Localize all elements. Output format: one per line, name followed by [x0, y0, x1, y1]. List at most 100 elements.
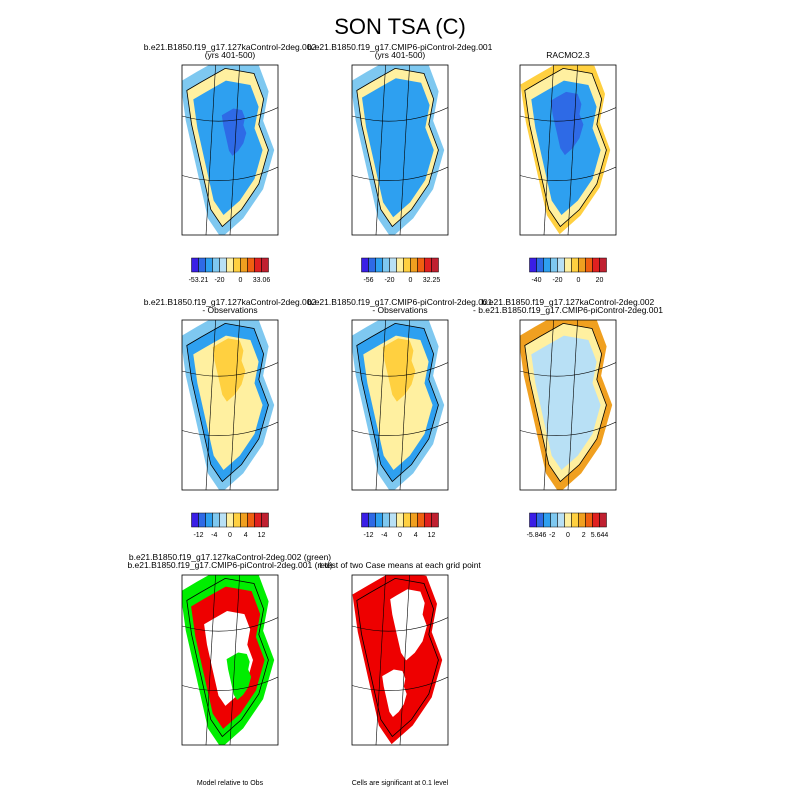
colorbar-label: 0	[398, 532, 402, 539]
colorbar-box	[417, 257, 425, 273]
colorbar-label: -12	[193, 532, 203, 539]
map-region	[221, 108, 247, 156]
latitude-line	[520, 166, 616, 181]
colorbar-label: 33.06	[253, 277, 271, 284]
colorbar-box	[557, 257, 565, 273]
colorbar-box	[375, 257, 383, 273]
colorbar-box	[396, 512, 404, 528]
colorbar-box	[431, 512, 439, 528]
colorbar-box	[564, 257, 572, 273]
colorbar-label: 2	[582, 532, 586, 539]
meridian	[375, 65, 386, 235]
latitude-line	[352, 421, 448, 436]
colorbar-box	[578, 257, 586, 273]
latitude-line	[352, 107, 448, 122]
colorbar-box	[592, 257, 600, 273]
latitude-line	[352, 166, 448, 181]
coastline	[524, 322, 607, 483]
colorbar-box	[261, 257, 269, 273]
map-frame	[181, 64, 279, 236]
colorbar-label: 12	[258, 532, 266, 539]
map	[520, 320, 616, 490]
colorbar-box	[571, 257, 579, 273]
latitude-line	[520, 421, 616, 436]
colorbar-box	[382, 257, 390, 273]
coastline	[186, 577, 269, 738]
colorbar-label: 5.644	[591, 532, 609, 539]
colorbar-box	[403, 512, 411, 528]
colorbar-label: -20	[214, 277, 224, 284]
map-region	[390, 589, 427, 661]
latitude-line	[182, 676, 278, 691]
map	[182, 320, 278, 490]
meridian	[375, 575, 386, 745]
coastline	[356, 67, 439, 228]
map-region	[382, 338, 416, 402]
panel-title: (yrs 401-500)	[205, 50, 256, 60]
meridian	[567, 65, 578, 235]
map-region	[193, 335, 263, 470]
colorbar-box	[592, 512, 600, 528]
colorbar-box	[254, 257, 262, 273]
colorbar-box	[543, 257, 551, 273]
colorbar-box	[585, 257, 593, 273]
colorbar-box	[226, 257, 234, 273]
colorbar-label: 0	[239, 277, 243, 284]
colorbar-box	[219, 512, 227, 528]
map-frame	[181, 319, 279, 491]
colorbar-box	[382, 512, 390, 528]
map	[352, 320, 448, 490]
colorbar-label: -2	[549, 532, 555, 539]
figure-title: SON TSA (C)	[334, 14, 466, 39]
colorbar-label: 12	[428, 532, 436, 539]
map-frame	[519, 64, 617, 236]
colorbar-box	[599, 257, 607, 273]
colorbar-box	[557, 512, 565, 528]
colorbar-box	[240, 257, 248, 273]
panel-title: - b.e21.B1850.f19_g17.CMIP6-piControl-2d…	[473, 305, 663, 315]
colorbar-label: 4	[244, 532, 248, 539]
meridian	[375, 320, 386, 490]
colorbar-box	[198, 512, 206, 528]
colorbar-box	[233, 257, 241, 273]
colorbar-box	[599, 512, 607, 528]
colorbar-box	[233, 512, 241, 528]
colorbar-box	[431, 257, 439, 273]
colorbar-box	[536, 512, 544, 528]
latitude-line	[520, 107, 616, 122]
coastline	[356, 577, 439, 738]
colorbar-box	[550, 257, 558, 273]
colorbar-label: 32.25	[423, 277, 441, 284]
colorbar-label: -5.846	[527, 532, 547, 539]
colorbar-label: 4	[414, 532, 418, 539]
map-frame	[351, 574, 449, 746]
map-frame	[351, 319, 449, 491]
colorbar-box	[254, 512, 262, 528]
panel-title: b.e21.B1850.f19_g17.127kaControl-2deg.00…	[144, 42, 317, 52]
latitude-line	[182, 362, 278, 377]
meridian	[229, 320, 240, 490]
panel-note: Cells are significant at 0.1 level	[352, 780, 449, 787]
map-region	[212, 338, 246, 402]
colorbar-label: -40	[531, 277, 541, 284]
meridian	[229, 65, 240, 235]
colorbar-box	[396, 257, 404, 273]
panel-title: - Observations	[202, 305, 257, 315]
colorbar-box	[417, 512, 425, 528]
meridian	[205, 320, 216, 490]
meridian	[205, 575, 216, 745]
map	[352, 575, 448, 745]
map-region	[193, 80, 263, 215]
colorbar-label: -56	[363, 277, 373, 284]
map	[182, 65, 278, 235]
colorbar-box	[389, 257, 397, 273]
latitude-line	[182, 107, 278, 122]
colorbar-box	[571, 512, 579, 528]
colorbar-box	[247, 512, 255, 528]
coastline	[186, 67, 269, 228]
colorbar-box	[361, 512, 369, 528]
colorbar-box	[368, 257, 376, 273]
panel-title: b.e21.B1850.f19_g17.CMIP6-piControl-2deg…	[308, 297, 493, 307]
meridian	[399, 575, 410, 745]
